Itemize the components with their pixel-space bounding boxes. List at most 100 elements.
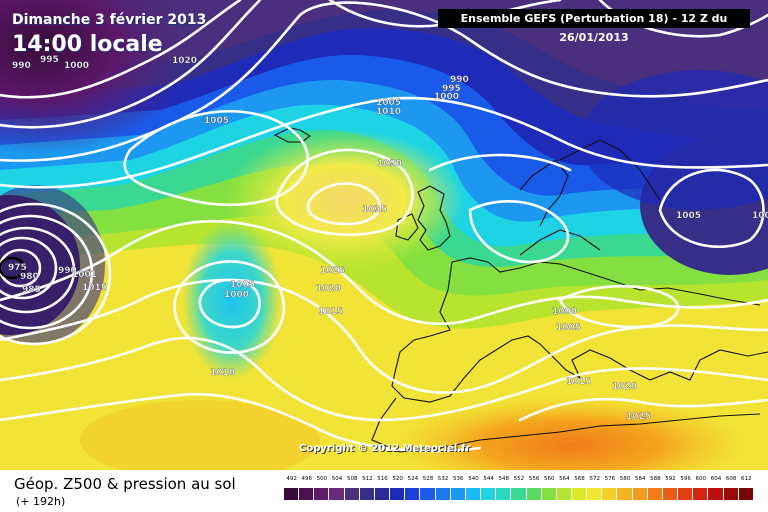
pressure-label: 1005 (676, 211, 701, 221)
forecast-date: Dimanche 3 février 2013 (12, 12, 207, 28)
legend-swatch (511, 488, 527, 500)
legend-tick: 500 (316, 476, 328, 482)
legend-tick: 540 (468, 476, 479, 482)
legend-swatch (496, 488, 512, 500)
legend-tick: 544 (483, 476, 494, 482)
legend-tick: 584 (634, 476, 646, 482)
legend-tick: 564 (559, 476, 570, 482)
legend-swatch (435, 488, 451, 500)
legend-swatch (632, 488, 648, 500)
low-west (0, 202, 112, 346)
pressure-label: 1020 (612, 382, 637, 392)
forecast-map: 990 995 1000 1020 990 995 1000 1005 1010 1005 1030… (0, 0, 768, 470)
legend-swatch (556, 488, 572, 500)
legend-tick: 576 (604, 476, 616, 482)
pressure-label: 1005 (230, 280, 255, 290)
legend-ticks: 492 496 500 504 508 512 516 520 524 528 532 536 540 5… (284, 472, 754, 486)
legend-swatch (738, 488, 754, 500)
legend-swatch (465, 488, 482, 500)
pressure-label: 995 (442, 84, 461, 94)
pressure-label: 1025 (626, 412, 651, 422)
pressure-label: 985 (22, 285, 41, 295)
legend-tick: 588 (650, 476, 661, 482)
legend-swatch (450, 488, 466, 500)
legend-tick: 536 (453, 476, 464, 482)
legend-swatch (284, 488, 300, 500)
legend-swatch (359, 488, 375, 500)
legend-tick: 492 (286, 476, 297, 482)
pressure-label: 1035 (362, 205, 387, 215)
legend-swatch (344, 488, 360, 500)
pressure-label: 1025 (320, 266, 345, 276)
legend-swatch (723, 488, 739, 500)
pressure-label: 1020 (316, 284, 341, 294)
legend-tick: 600 (695, 476, 707, 482)
legend-swatch (647, 488, 663, 500)
pressure-label: 1000 (224, 290, 249, 300)
legend-tick: 592 (665, 476, 676, 482)
legend-tick: 608 (725, 476, 737, 482)
legend-tick: 568 (574, 476, 585, 482)
legend-tick: 556 (528, 476, 540, 482)
legend-swatch (602, 488, 618, 500)
pressure-label: 1005 (752, 211, 768, 221)
isobars (0, 0, 768, 453)
pressure-label: 1030 (377, 159, 402, 169)
legend-tick: 504 (331, 476, 343, 482)
copyright: Copyright © 2012 Meteociel.fr (299, 443, 471, 454)
legend-swatch (405, 488, 421, 500)
legend-tick: 524 (407, 476, 419, 482)
pressure-label: 1000 (552, 307, 577, 317)
legend-tick: 548 (498, 476, 510, 482)
run-info: Ensemble GEFS (Perturbation 18) - 12 Z d… (438, 9, 750, 44)
footer: Géop. Z500 & pression au sol (+ 192h) 49… (0, 470, 768, 512)
pressure-label: 1005 (204, 116, 229, 126)
footer-title: Géop. Z500 & pression au sol (14, 475, 236, 493)
legend-tick: 604 (710, 476, 722, 482)
legend-tick: 560 (543, 476, 555, 482)
legend-tick: 512 (362, 476, 373, 482)
legend-swatch (314, 488, 330, 500)
pressure-label: 1001 (72, 270, 97, 280)
pressure-label: 990 (450, 75, 469, 85)
legend-tick: 532 (437, 476, 449, 482)
pressure-label: 1015 (82, 283, 107, 293)
forecast-time: 14:00 locale (12, 32, 163, 57)
footer-subtitle: (+ 192h) (16, 495, 66, 508)
pressure-label: 975 (8, 263, 27, 273)
color-legend: 492 496 500 504 508 512 516 520 524 528 532 536 540 5… (284, 472, 754, 510)
legend-tick: 508 (346, 476, 358, 482)
pressure-label: 1010 (210, 368, 235, 378)
legend-swatch (526, 488, 542, 500)
legend-tick: 612 (741, 476, 752, 482)
legend-swatch (299, 488, 315, 500)
pressure-label: 1005 (376, 98, 401, 108)
legend-swatch (420, 488, 436, 500)
pressure-label: 990 (58, 266, 77, 276)
legend-tick: 580 (619, 476, 631, 482)
pressure-label: 1015 (566, 377, 591, 387)
legend-swatch (693, 488, 709, 500)
pressure-label: 980 (20, 272, 39, 282)
coastline (273, 127, 768, 453)
legend-tick: 572 (589, 476, 600, 482)
legend-swatch (374, 488, 391, 500)
pressure-label: 1015 (318, 307, 343, 317)
low-west-core (0, 256, 26, 280)
legend-tick: 552 (513, 476, 525, 482)
pressure-label: 1000 (434, 92, 459, 102)
pressure-label: 990 (12, 61, 31, 71)
pressure-label: 1000 (64, 61, 89, 71)
legend-tick: 596 (680, 476, 691, 482)
legend-swatch (662, 488, 679, 500)
legend-swatch (390, 488, 406, 500)
legend-tick: 520 (392, 476, 403, 482)
pressure-label: 1010 (376, 107, 401, 117)
legend-swatch (329, 488, 345, 500)
legend-swatch (481, 488, 497, 500)
legend-tick: 496 (301, 476, 312, 482)
legend-swatch (571, 488, 588, 500)
legend-swatch (617, 488, 633, 500)
pressure-label: 1020 (172, 56, 197, 66)
